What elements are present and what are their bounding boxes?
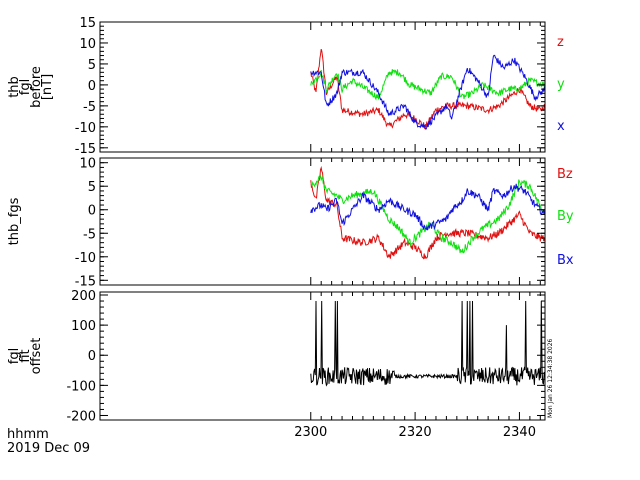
y-tick-label: 10 <box>79 37 96 52</box>
y-tick-label: 5 <box>88 58 96 73</box>
y-tick-label: 15 <box>79 16 96 31</box>
y-tick-label: 200 <box>71 289 96 304</box>
y-tick-label: 0 <box>88 79 96 94</box>
y-axis-label-line: offset <box>29 338 44 375</box>
plot-frame-top <box>99 21 546 153</box>
y-tick-label: 5 <box>88 180 96 195</box>
y-tick-label: -15 <box>75 274 96 289</box>
y-tick-label: -100 <box>66 379 96 394</box>
y-axis-label-line: before <box>29 66 44 108</box>
y-axis-label-line: [nT] <box>40 74 55 100</box>
y-tick-label: 100 <box>71 319 96 334</box>
legend-x: x <box>557 119 565 134</box>
x-tick-label: 2300 <box>294 425 327 440</box>
series-line-top-y <box>310 69 546 101</box>
y-tick-label: -15 <box>75 142 96 157</box>
y-tick-label: -5 <box>83 100 96 115</box>
legend-z: z <box>557 35 564 50</box>
footer-date: 2019 Dec 09 <box>7 441 90 456</box>
legend-Bz: Bz <box>557 167 573 182</box>
x-tick-label: 2320 <box>399 425 432 440</box>
series-line-middle-By <box>310 174 545 254</box>
y-axis-label-line: fgl <box>18 79 33 95</box>
y-axis-label-line: thb_fgs <box>7 197 22 245</box>
y-tick-label: -10 <box>75 121 96 136</box>
y-tick-label: 0 <box>88 349 96 364</box>
footer-time-unit: hhmm <box>7 427 49 442</box>
series-line-top-x <box>310 54 546 130</box>
series-line-bottom-offset <box>310 300 546 387</box>
y-tick-label: 0 <box>88 204 96 219</box>
plot-frame-bottom <box>99 291 546 421</box>
y-tick-label: -10 <box>75 251 96 266</box>
y-tick-label: -5 <box>83 227 96 242</box>
series-line-middle-Bx <box>310 183 546 231</box>
panel-middle: 10 5 0 -5 -10 -15 thb_fgs Bz By Bx <box>7 157 574 290</box>
y-axis-label-line: thb <box>7 76 22 98</box>
plot-timestamp: Mon Jan 26 12:34:38 2026 <box>547 338 554 418</box>
series-line-middle-Bz <box>310 165 546 260</box>
legend-y: y <box>557 77 565 92</box>
y-axis-label-line: fgl <box>7 348 22 364</box>
y-tick-label: 10 <box>79 157 96 172</box>
legend-By: By <box>557 209 574 224</box>
x-tick-label: 2340 <box>503 425 536 440</box>
legend-Bx: Bx <box>557 253 574 268</box>
plot-frame-middle <box>99 157 546 286</box>
y-tick-label: -200 <box>66 409 96 424</box>
y-axis-label-line: fit <box>18 349 33 362</box>
